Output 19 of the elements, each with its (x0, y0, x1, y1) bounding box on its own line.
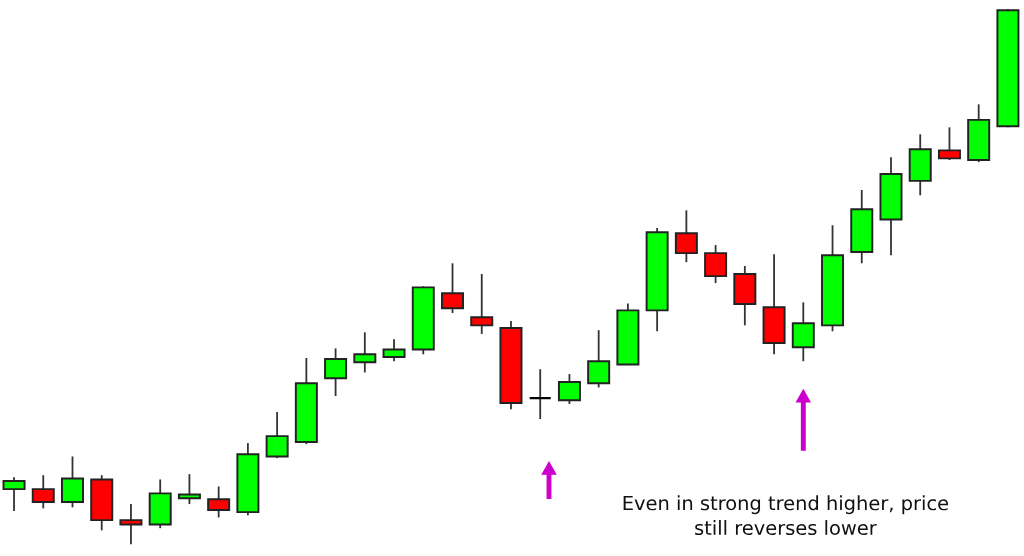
candlestick (441, 262, 465, 314)
candlestick (324, 347, 348, 397)
candlestick (177, 473, 201, 505)
candlestick (937, 126, 961, 161)
candlestick (528, 368, 552, 420)
candlestick (119, 503, 143, 546)
candlestick (61, 455, 84, 509)
candlestick (587, 329, 611, 389)
candlestick (2, 476, 26, 512)
candlestick (470, 273, 494, 335)
annotation: Even in strong trend higher, price still reverses lower (623, 495, 949, 536)
candlestick (557, 373, 581, 405)
candlestick (353, 331, 377, 374)
candlestick (382, 338, 406, 363)
candlestick (265, 411, 289, 459)
candlestick (207, 485, 231, 519)
candlestick (704, 244, 728, 284)
candlestick (674, 209, 698, 264)
candlestick (31, 474, 55, 510)
